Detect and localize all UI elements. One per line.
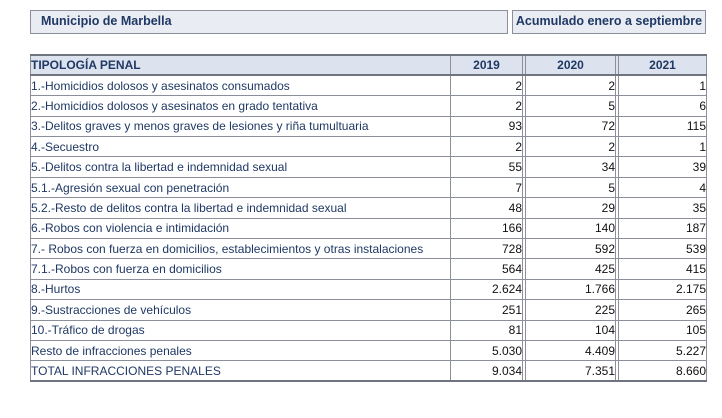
value-2020: 29 bbox=[526, 198, 616, 218]
value-2021: 35 bbox=[619, 198, 707, 218]
value-2019: 7 bbox=[451, 177, 523, 197]
value-2021: 5.227 bbox=[619, 340, 707, 360]
value-2019: 2 bbox=[451, 75, 523, 95]
table-row: 5.1.-Agresión sexual con penetración 7 5 4 bbox=[31, 177, 707, 197]
table-row: 8.-Hurtos 2.624 1.766 2.175 bbox=[31, 279, 707, 299]
value-2021: 115 bbox=[619, 116, 707, 136]
value-2021: 39 bbox=[619, 157, 707, 177]
value-2019: 55 bbox=[451, 157, 523, 177]
crime-statistics-table: TIPOLOGÍA PENAL 2019 2020 2021 1.-Homici… bbox=[30, 54, 707, 382]
table-row: 1.-Homicidios dolosos y asesinatos consu… bbox=[31, 75, 707, 95]
value-2020: 1.766 bbox=[526, 279, 616, 299]
value-2021: 105 bbox=[619, 320, 707, 340]
value-2021: 6 bbox=[619, 96, 707, 116]
column-header-2020: 2020 bbox=[526, 55, 616, 75]
value-2019: 48 bbox=[451, 198, 523, 218]
value-2021: 8.660 bbox=[619, 361, 707, 381]
table-row: 5.-Delitos contra la libertad e indemnid… bbox=[31, 157, 707, 177]
value-2021: 2.175 bbox=[619, 279, 707, 299]
value-2020: 2 bbox=[526, 137, 616, 157]
table-row: 10.-Tráfico de drogas 81 104 105 bbox=[31, 320, 707, 340]
value-2019: 9.034 bbox=[451, 361, 523, 381]
value-2020: 72 bbox=[526, 116, 616, 136]
row-label: 10.-Tráfico de drogas bbox=[31, 320, 451, 340]
value-2019: 2 bbox=[451, 96, 523, 116]
value-2019: 728 bbox=[451, 239, 523, 259]
value-2019: 93 bbox=[451, 116, 523, 136]
value-2019: 166 bbox=[451, 218, 523, 238]
value-2020: 425 bbox=[526, 259, 616, 279]
value-2019: 564 bbox=[451, 259, 523, 279]
value-2021: 265 bbox=[619, 300, 707, 320]
value-2021: 1 bbox=[619, 75, 707, 95]
table-header-row: TIPOLOGÍA PENAL 2019 2020 2021 bbox=[31, 55, 707, 75]
row-label: 6.-Robos con violencia e intimidación bbox=[31, 218, 451, 238]
row-label: 5.1.-Agresión sexual con penetración bbox=[31, 177, 451, 197]
row-label: Resto de infracciones penales bbox=[31, 340, 451, 360]
value-2021: 415 bbox=[619, 259, 707, 279]
row-label: TOTAL INFRACCIONES PENALES bbox=[31, 361, 451, 381]
row-label: 9.-Sustracciones de vehículos bbox=[31, 300, 451, 320]
table-row: 2.-Homicidios dolosos y asesinatos en gr… bbox=[31, 96, 707, 116]
row-label: 5.2.-Resto de delitos contra la libertad… bbox=[31, 198, 451, 218]
value-2019: 5.030 bbox=[451, 340, 523, 360]
value-2021: 539 bbox=[619, 239, 707, 259]
row-label: 3.-Delitos graves y menos graves de lesi… bbox=[31, 116, 451, 136]
value-2021: 187 bbox=[619, 218, 707, 238]
table-row: TOTAL INFRACCIONES PENALES 9.034 7.351 8.66… bbox=[31, 361, 707, 381]
value-2020: 592 bbox=[526, 239, 616, 259]
table-row: 6.-Robos con violencia e intimidación 166… bbox=[31, 218, 707, 238]
table-row: 3.-Delitos graves y menos graves de lesi… bbox=[31, 116, 707, 136]
row-label: 7.- Robos con fuerza en domicilios, esta… bbox=[31, 239, 451, 259]
column-header-tipologia: TIPOLOGÍA PENAL bbox=[31, 55, 451, 75]
table-body: 1.-Homicidios dolosos y asesinatos consu… bbox=[31, 75, 707, 381]
table-row: 4.-Secuestro 2 2 1 bbox=[31, 137, 707, 157]
value-2020: 140 bbox=[526, 218, 616, 238]
row-label: 8.-Hurtos bbox=[31, 279, 451, 299]
value-2019: 81 bbox=[451, 320, 523, 340]
table-row: 7.1.-Robos con fuerza en domicilios 564 42… bbox=[31, 259, 707, 279]
column-header-2019: 2019 bbox=[451, 55, 523, 75]
row-label: 7.1.-Robos con fuerza en domicilios bbox=[31, 259, 451, 279]
value-2020: 2 bbox=[526, 75, 616, 95]
municipality-title: Municipio de Marbella bbox=[30, 10, 508, 34]
value-2021: 1 bbox=[619, 137, 707, 157]
period-title: Acumulado enero a septiembre bbox=[512, 10, 706, 34]
row-label: 4.-Secuestro bbox=[31, 137, 451, 157]
value-2020: 5 bbox=[526, 96, 616, 116]
table-row: 7.- Robos con fuerza en domicilios, esta… bbox=[31, 239, 707, 259]
row-label: 1.-Homicidios dolosos y asesinatos consu… bbox=[31, 75, 451, 95]
value-2020: 4.409 bbox=[526, 340, 616, 360]
value-2020: 34 bbox=[526, 157, 616, 177]
value-2020: 7.351 bbox=[526, 361, 616, 381]
value-2021: 4 bbox=[619, 177, 707, 197]
value-2020: 104 bbox=[526, 320, 616, 340]
value-2019: 251 bbox=[451, 300, 523, 320]
value-2020: 225 bbox=[526, 300, 616, 320]
row-label: 5.-Delitos contra la libertad e indemnid… bbox=[31, 157, 451, 177]
row-label: 2.-Homicidios dolosos y asesinatos en gr… bbox=[31, 96, 451, 116]
value-2019: 2 bbox=[451, 137, 523, 157]
value-2019: 2.624 bbox=[451, 279, 523, 299]
value-2020: 5 bbox=[526, 177, 616, 197]
table-row: Resto de infracciones penales 5.030 4.409 5… bbox=[31, 340, 707, 360]
table-row: 5.2.-Resto de delitos contra la libertad… bbox=[31, 198, 707, 218]
column-header-2021: 2021 bbox=[619, 55, 707, 75]
table-row: 9.-Sustracciones de vehículos 251 225 265 bbox=[31, 300, 707, 320]
